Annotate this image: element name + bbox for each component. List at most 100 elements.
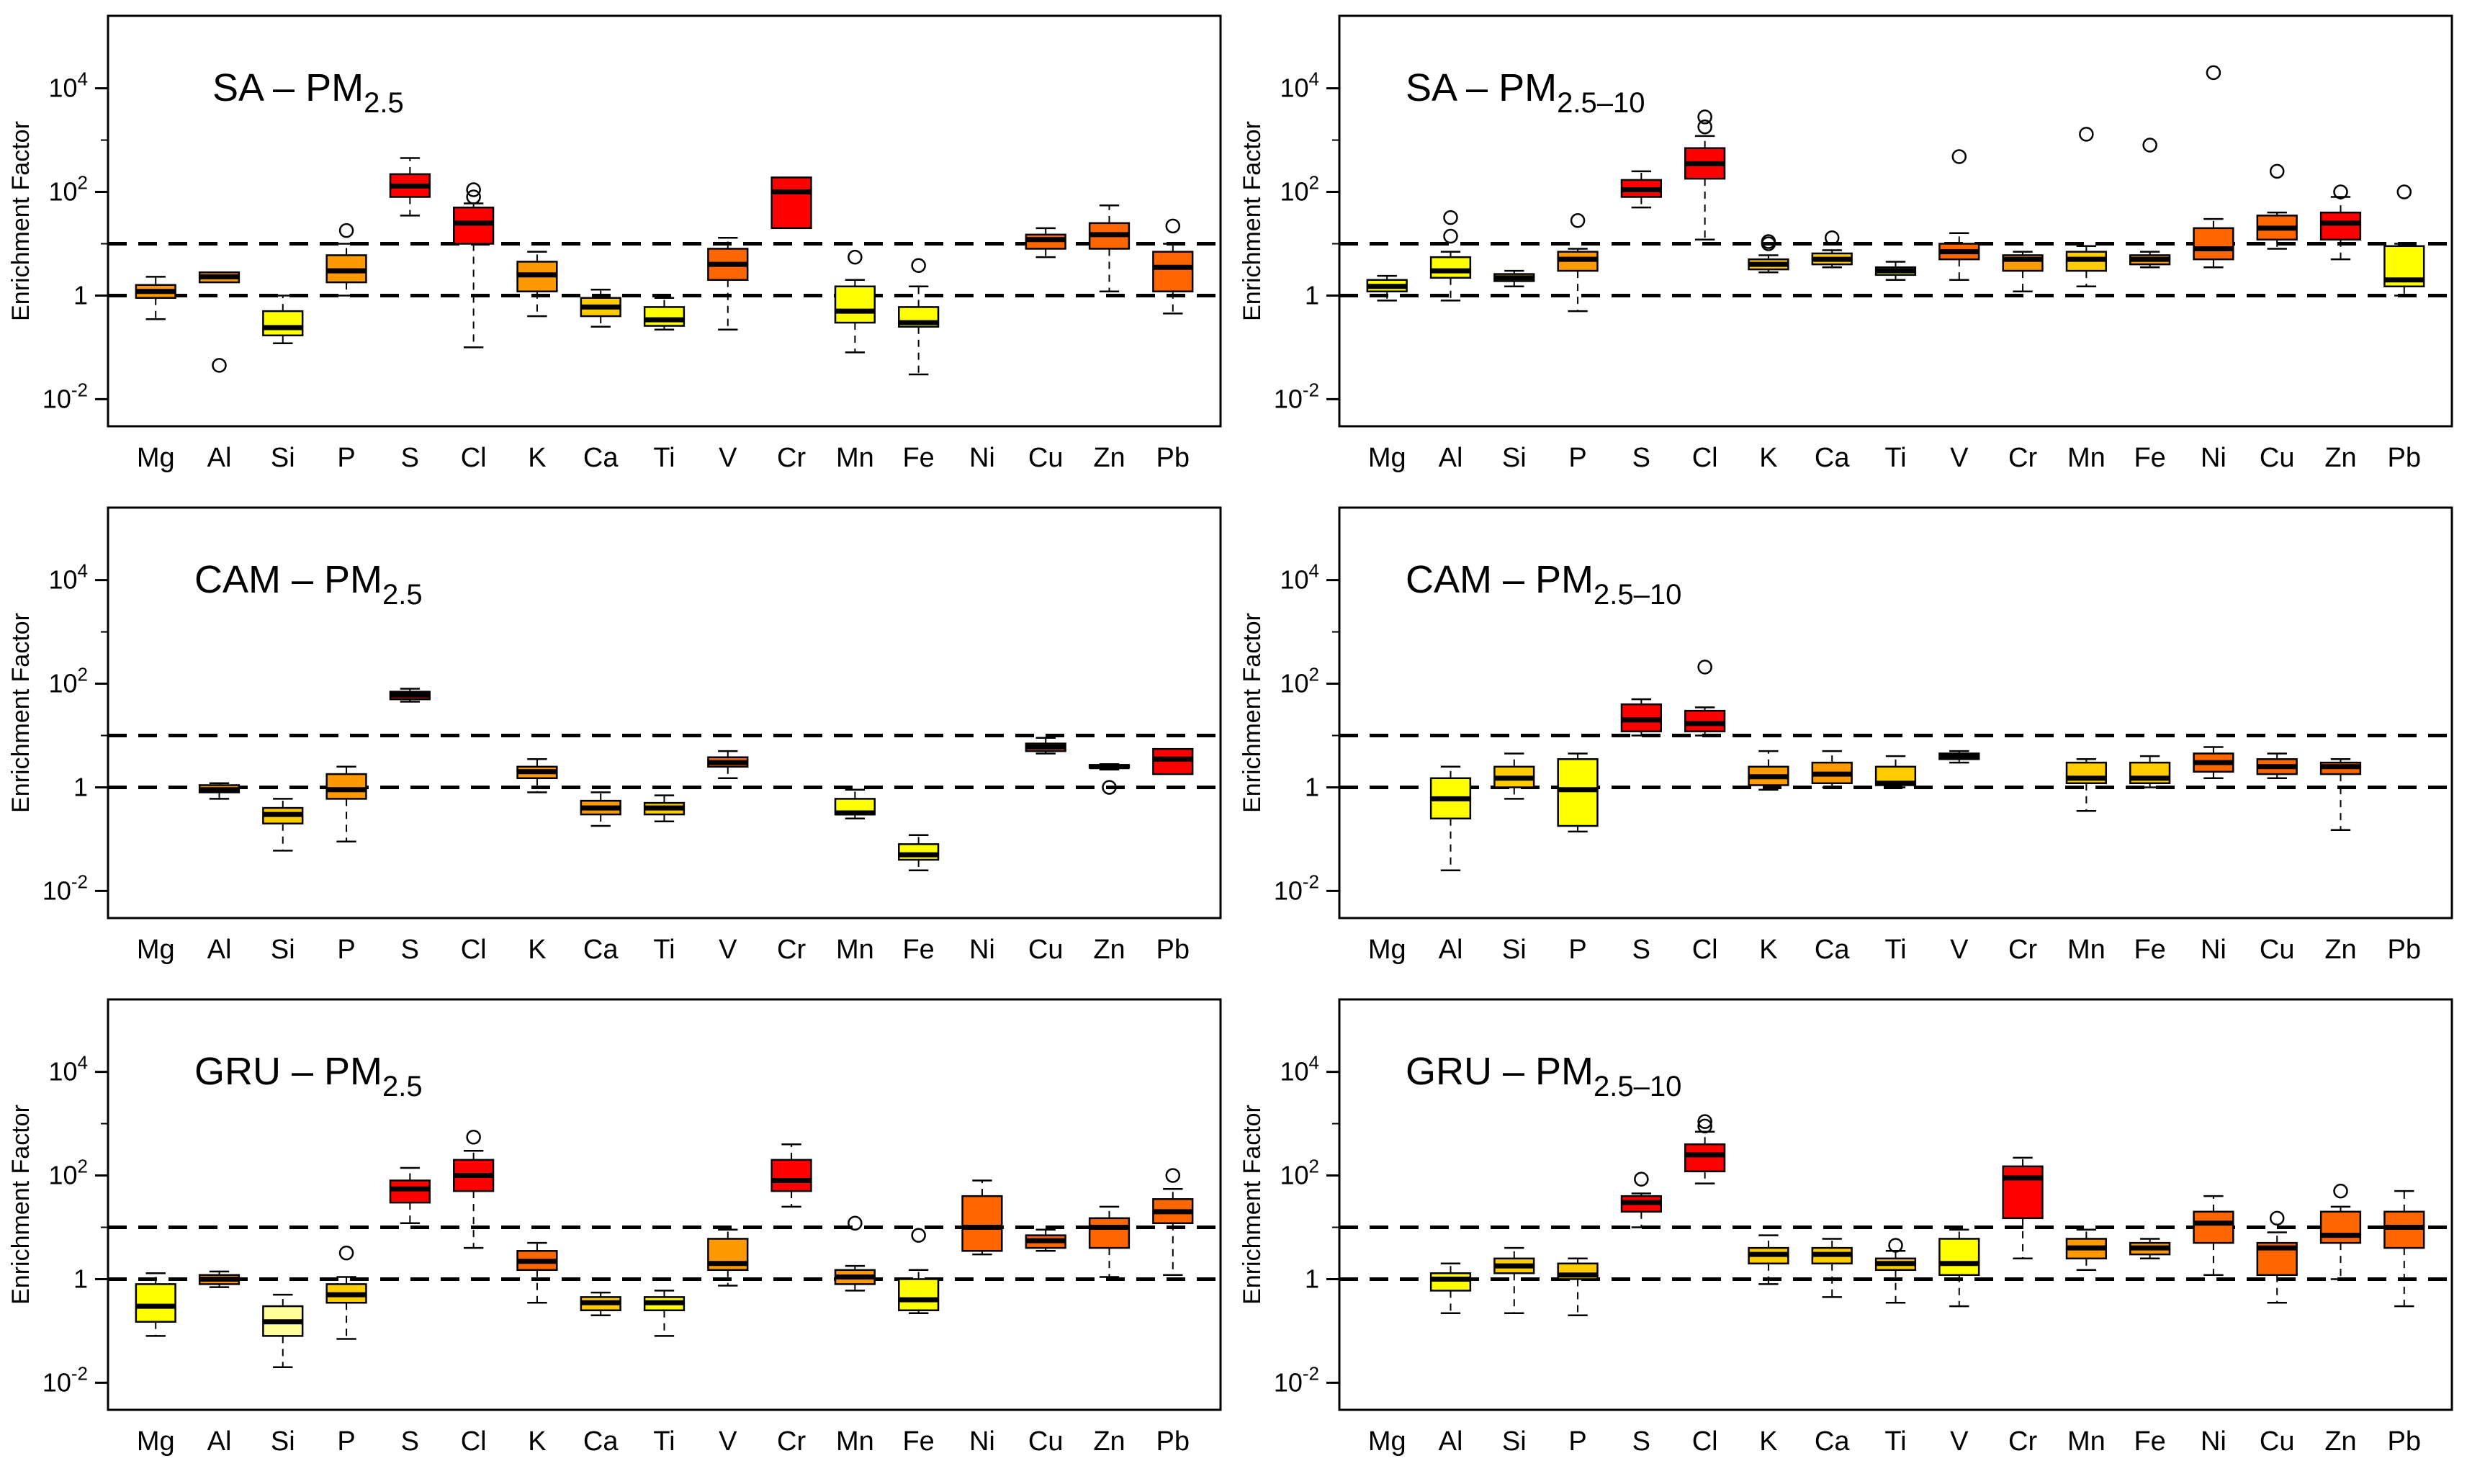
x-tick-label-s: S <box>401 935 419 965</box>
box-cu <box>1025 1228 1066 1252</box>
x-tick-label-s: S <box>401 1426 419 1457</box>
x-tick-label-ca: Ca <box>583 935 619 965</box>
y-tick-exponent: 4 <box>1309 1052 1319 1074</box>
plot-frame <box>1338 506 2453 919</box>
x-tick-label-cu: Cu <box>1028 935 1064 965</box>
x-tick-label-ca: Ca <box>1815 935 1850 965</box>
plot-frame <box>107 506 1222 919</box>
x-tick-label-ni: Ni <box>969 443 995 473</box>
x-tick-label-cr: Cr <box>2008 1426 2037 1457</box>
x-tick-label-ni: Ni <box>969 1426 995 1457</box>
y-tick-exponent: -2 <box>71 1362 88 1384</box>
box-p <box>1557 213 1599 312</box>
box-s <box>1620 170 1662 209</box>
panel-title-main: SA – PM <box>212 66 364 109</box>
box-cu <box>2256 163 2298 250</box>
x-tick-label-al: Al <box>207 1426 232 1457</box>
box-body <box>834 285 876 324</box>
x-tick-label-k: K <box>528 443 546 473</box>
box-mn <box>2065 1228 2107 1272</box>
outlier-point <box>1443 210 1458 225</box>
box-cu <box>1025 737 1066 755</box>
x-tick-label-zn: Zn <box>1093 1426 1125 1457</box>
box-body <box>1938 1238 1980 1276</box>
box-body <box>1429 256 1472 279</box>
box-fe <box>898 834 940 871</box>
box-cl <box>453 182 495 348</box>
x-tick-label-mg: Mg <box>137 1426 175 1457</box>
y-tick-label: 104 <box>48 560 88 595</box>
x-tick-label-ni: Ni <box>2201 1426 2226 1457</box>
y-tick-label: 10-2 <box>42 379 88 413</box>
box-fe <box>898 1228 940 1315</box>
plot-frame <box>107 998 1222 1411</box>
plot-frame <box>1338 14 2453 428</box>
x-tick-label-s: S <box>401 443 419 473</box>
box-ni <box>2193 1195 2234 1276</box>
panel-title-main: GRU – PM <box>194 1050 382 1093</box>
box-mg <box>1366 274 1408 302</box>
x-tick-label-si: Si <box>1502 935 1527 965</box>
y-tick-base: 1 <box>73 1264 88 1293</box>
x-tick-label-fe: Fe <box>902 1426 934 1457</box>
x-tick-label-pb: Pb <box>2388 935 2421 965</box>
y-tick-exponent: -2 <box>1303 1362 1319 1384</box>
y-tick-exponent: 2 <box>78 1156 88 1177</box>
plot-frame <box>107 14 1222 428</box>
x-tick-label-mn: Mn <box>2067 443 2106 473</box>
box-body <box>325 773 367 800</box>
x-tick-label-mn: Mn <box>836 1426 874 1457</box>
x-tick-label-pb: Pb <box>1156 1426 1190 1457</box>
panel-title-main: CAM – PM <box>1406 558 1594 601</box>
box-pb <box>1152 1168 1194 1276</box>
y-tick-label: 1 <box>1305 280 1319 310</box>
y-tick-exponent: 4 <box>78 68 88 90</box>
outlier-point <box>466 1129 481 1145</box>
box-ca <box>580 288 621 328</box>
x-tick-label-v: V <box>719 935 737 965</box>
box-fe <box>898 258 940 376</box>
box-si <box>262 294 304 344</box>
y-tick-base: 10 <box>1280 177 1308 207</box>
panel-title-subscript: 2.5–10 <box>1594 579 1681 611</box>
box-zn <box>2319 184 2362 261</box>
box-zn <box>1088 204 1131 292</box>
y-tick-label: 10-2 <box>42 1362 88 1397</box>
box-mn <box>2065 127 2107 288</box>
outlier-point <box>848 249 863 265</box>
box-fe <box>2129 1238 2171 1260</box>
x-tick-label-zn: Zn <box>1093 935 1125 965</box>
box-s <box>389 157 431 217</box>
y-tick-exponent: 2 <box>78 172 88 194</box>
x-tick-label-mg: Mg <box>1368 443 1406 473</box>
y-tick-base: 10 <box>48 73 77 103</box>
box-al <box>1429 1262 1472 1315</box>
x-tick-label-cu: Cu <box>2260 935 2295 965</box>
x-tick-label-ca: Ca <box>583 1426 619 1457</box>
box-body <box>1557 758 1599 827</box>
box-v <box>1938 1228 1980 1308</box>
x-tick-label-ca: Ca <box>583 443 619 473</box>
box-body <box>2193 227 2234 261</box>
x-tick-label-cu: Cu <box>1028 1426 1064 1457</box>
x-tick-label-fe: Fe <box>2134 935 2165 965</box>
y-tick-label: 104 <box>1280 560 1319 595</box>
x-tick-label-ni: Ni <box>2201 443 2226 473</box>
x-tick-label-v: V <box>719 443 737 473</box>
box-ca <box>1811 750 1853 788</box>
x-tick-label-pb: Pb <box>2388 1426 2421 1457</box>
x-tick-label-cl: Cl <box>461 1426 487 1457</box>
box-p <box>325 1245 367 1340</box>
x-tick-label-al: Al <box>1439 935 1463 965</box>
panel-title-main: SA – PM <box>1406 66 1557 109</box>
x-tick-label-v: V <box>1950 443 1969 473</box>
x-tick-label-p: P <box>337 935 355 965</box>
x-tick-label-cl: Cl <box>461 935 487 965</box>
outlier-point <box>911 1228 926 1243</box>
panel-title-main: CAM – PM <box>194 558 382 601</box>
x-tick-label-k: K <box>1759 443 1777 473</box>
box-k <box>1748 750 1789 791</box>
y-tick-base: 1 <box>1305 772 1319 801</box>
